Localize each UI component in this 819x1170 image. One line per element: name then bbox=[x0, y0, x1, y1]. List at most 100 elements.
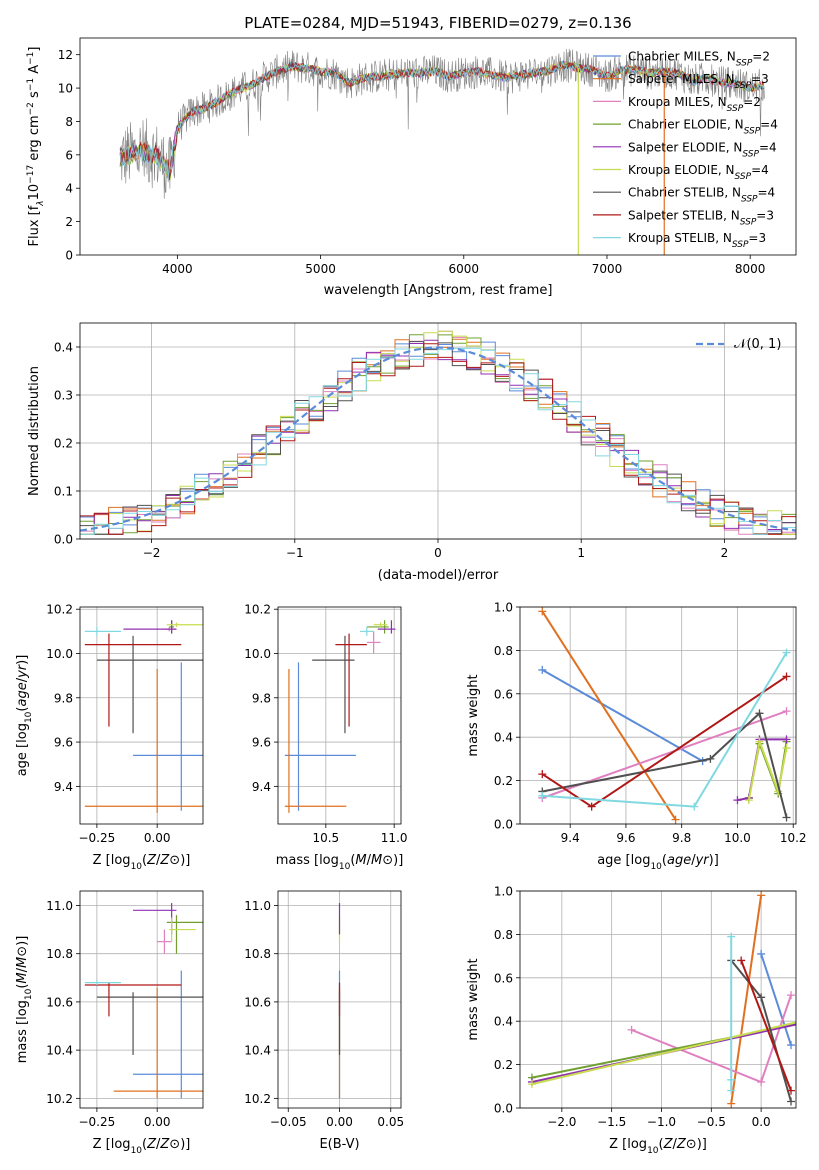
legend-label-suffix: =3 bbox=[751, 72, 769, 86]
plot-area bbox=[80, 330, 796, 535]
y-axis-label: mass weight bbox=[466, 674, 481, 756]
x-tick-label: −0.25 bbox=[78, 831, 115, 845]
chart-panel-4: 9.4 9.6 9.8 10.0 10.2 0.0 0.2 0.4 0.6 0.8 1.0 mass … bbox=[466, 601, 807, 873]
legend-label-text: Salpeter STELIB, N bbox=[628, 208, 740, 222]
x-tick-label: 7000 bbox=[592, 262, 623, 276]
x-tick-label: 0.00 bbox=[326, 1115, 353, 1129]
x-tick-label: 4000 bbox=[162, 262, 193, 276]
y-tick-label: 0.0 bbox=[494, 1102, 513, 1116]
legend-label-sub: SSP bbox=[735, 172, 752, 182]
y-tick-label: 4 bbox=[65, 182, 73, 196]
plot-area bbox=[119, 48, 765, 255]
data-point bbox=[538, 791, 547, 800]
y-tick-label: 10.8 bbox=[46, 947, 73, 961]
y-axis-label: age [log10(age/yr)] bbox=[15, 655, 34, 777]
histogram-step bbox=[80, 347, 796, 535]
data-point bbox=[538, 607, 547, 616]
label-part: ( bbox=[662, 853, 667, 868]
data-point bbox=[727, 1099, 736, 1108]
x-tick-label: −1.0 bbox=[647, 1115, 676, 1129]
x-tick-label: −1 bbox=[286, 546, 304, 560]
axes-frame bbox=[79, 37, 797, 256]
chart-panel-0: 4000 5000 6000 7000 8000 0 2 4 6 8 10 12 wavelength … bbox=[26, 37, 797, 298]
x-axis-label: mass [log10(M/M⊙)] bbox=[276, 853, 404, 872]
y-tick-label: 9.8 bbox=[252, 691, 271, 705]
y-tick-label: 0.8 bbox=[494, 644, 513, 658]
y-tick-label: 10.2 bbox=[244, 603, 271, 617]
legend-label-text: Salpeter ELODIE, N bbox=[628, 140, 742, 154]
x-tick-label: 0 bbox=[434, 546, 442, 560]
y-tick-label: 12 bbox=[58, 48, 73, 62]
label-part: )] bbox=[15, 655, 30, 665]
y-tick-label: 0.8 bbox=[494, 928, 513, 942]
y-tick-label: 0.2 bbox=[54, 437, 73, 451]
axes-frame bbox=[79, 606, 204, 825]
legend-label: Kroupa MILES, NSSP=2 bbox=[628, 95, 761, 114]
x-tick-label: 5000 bbox=[305, 262, 336, 276]
y-tick-label: 10.2 bbox=[244, 1092, 271, 1106]
legend-label-sub: SSP bbox=[736, 59, 753, 69]
y-tick-label: 0.0 bbox=[494, 818, 513, 832]
label-part: )] bbox=[697, 1137, 707, 1152]
data-point bbox=[782, 735, 791, 744]
y-tick-label: 9.6 bbox=[54, 736, 73, 750]
x-tick-label: 9.8 bbox=[672, 831, 691, 845]
x-tick-label: 0.05 bbox=[377, 1115, 404, 1129]
label-part: 10 bbox=[24, 988, 34, 1000]
x-tick-label: 11.0 bbox=[381, 831, 408, 845]
y-tick-label: 10.4 bbox=[46, 1044, 73, 1058]
series-line bbox=[541, 610, 677, 821]
y-tick-label: 0 bbox=[65, 249, 73, 263]
y-tick-label: 11.0 bbox=[244, 899, 271, 913]
label-part: Z bbox=[663, 1137, 674, 1152]
y-tick-label: 10.2 bbox=[46, 603, 73, 617]
legend-label-text: Chabrier MILES, N bbox=[628, 50, 736, 64]
legend-label-suffix: =4 bbox=[758, 186, 776, 200]
y-tick-label: 10.6 bbox=[244, 995, 271, 1009]
series-line bbox=[740, 960, 792, 1091]
y-tick-label: 2 bbox=[65, 215, 73, 229]
data-point bbox=[787, 991, 796, 1000]
y-tick-label: 11.0 bbox=[46, 899, 73, 913]
chart-panel-6: −0.05 0.00 0.05 10.2 10.4 10.6 10.8 11.0 E(B-V) bbox=[244, 890, 404, 1152]
x-tick-label: −1.5 bbox=[597, 1115, 626, 1129]
label-part: age [log bbox=[15, 723, 30, 776]
y-tick-label: 0.0 bbox=[54, 533, 73, 547]
y-axis-label: Normed distribution bbox=[27, 366, 42, 496]
legend-label-text: Kroupa ELODIE, N bbox=[628, 163, 735, 177]
axes-frame bbox=[519, 890, 797, 1109]
legend-label-suffix: =4 bbox=[759, 140, 777, 154]
label-part: 10 bbox=[131, 1146, 143, 1156]
y-tick-label: 10.0 bbox=[244, 647, 271, 661]
data-point bbox=[782, 744, 791, 753]
label-part: erg cm bbox=[27, 115, 42, 164]
data-point bbox=[527, 1080, 536, 1089]
data-point bbox=[757, 949, 766, 958]
data-point bbox=[782, 648, 791, 657]
label-part: / bbox=[15, 677, 30, 682]
axes-frame bbox=[79, 322, 797, 540]
legend-label-sub: SSP bbox=[742, 149, 759, 159]
legend-label-text: Kroupa MILES, N bbox=[628, 95, 727, 109]
y-tick-label: 10.8 bbox=[244, 947, 271, 961]
label-part: 10 bbox=[339, 862, 351, 872]
label-part: Flux [f bbox=[27, 205, 42, 246]
x-tick-label: 6000 bbox=[449, 262, 480, 276]
y-axis-label: mass [log10(M/M⊙)] bbox=[15, 936, 34, 1064]
legend-label-sub: SSP bbox=[735, 81, 752, 91]
y-tick-label: 10 bbox=[58, 82, 73, 96]
label-part: Z bbox=[146, 853, 157, 868]
label-part: mass [log bbox=[276, 853, 339, 868]
x-tick-label: 9.4 bbox=[561, 831, 580, 845]
legend-label-text: Kroupa STELIB, N bbox=[628, 231, 732, 245]
label-part: age [log bbox=[597, 853, 650, 868]
y-tick-label: 10.6 bbox=[46, 995, 73, 1009]
x-tick-label: −2.0 bbox=[547, 1115, 576, 1129]
y-tick-label: 0.4 bbox=[54, 341, 73, 355]
legend-label-text: Salpeter MILES, N bbox=[628, 72, 735, 86]
series-line bbox=[747, 737, 788, 801]
axes-frame bbox=[519, 606, 797, 825]
data-point bbox=[755, 737, 764, 746]
label-part: / bbox=[367, 853, 372, 868]
